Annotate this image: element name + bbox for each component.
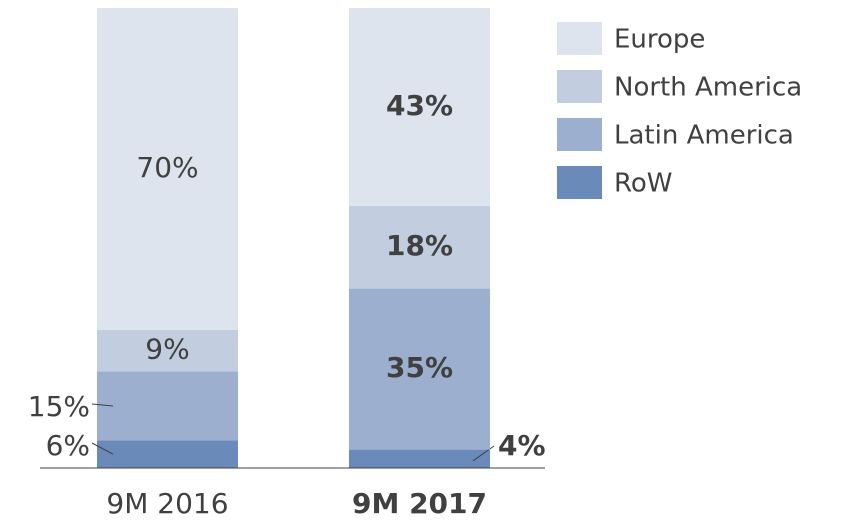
bar-segment: [349, 205, 490, 289]
data-label: 15%: [28, 390, 90, 423]
legend-swatch: [557, 70, 602, 103]
data-label: 18%: [386, 229, 453, 262]
legend-label: RoW: [614, 169, 673, 199]
leader-line: [472, 445, 495, 462]
bar-segment: [97, 371, 238, 441]
data-label: 4%: [498, 429, 546, 462]
bar-segment: [97, 330, 238, 372]
legend-swatch: [557, 22, 602, 55]
data-label: 43%: [386, 89, 453, 122]
bar-segment: [349, 8, 490, 206]
legend-label: North America: [614, 73, 802, 103]
bar-segment: [349, 449, 490, 468]
legend-swatch: [557, 166, 602, 199]
data-label: 70%: [136, 151, 198, 184]
data-label: 35%: [386, 351, 453, 384]
bar-segment: [97, 440, 238, 468]
bar-segment: [97, 8, 238, 330]
x-tick-label: 9M 2017: [352, 487, 487, 520]
leader-line: [91, 442, 114, 455]
legend-swatch: [557, 118, 602, 151]
bar-segment: [349, 288, 490, 450]
data-label: 9%: [145, 333, 189, 366]
x-tick-label: 9M 2016: [106, 487, 228, 520]
legend-label: Europe: [614, 25, 705, 55]
data-label: 6%: [46, 429, 90, 462]
leader-line: [91, 403, 114, 407]
legend-label: Latin America: [614, 121, 794, 151]
